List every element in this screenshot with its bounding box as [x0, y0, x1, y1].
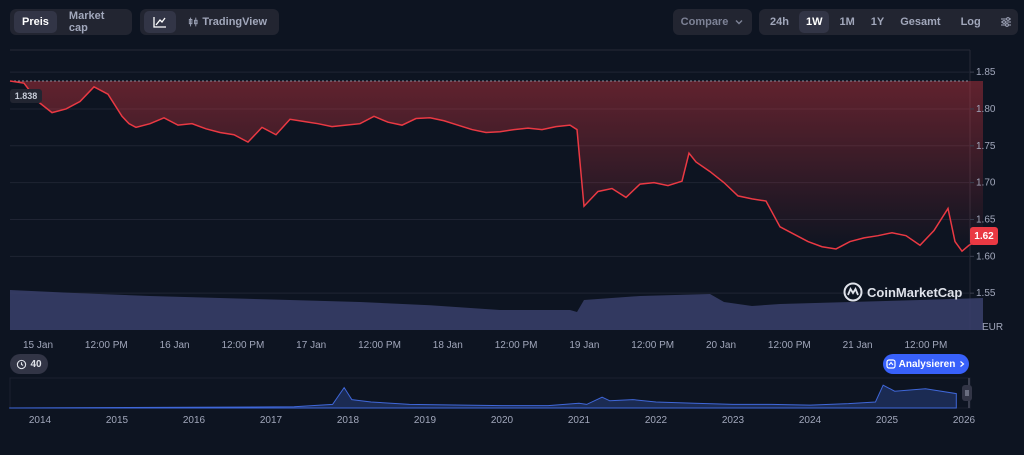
analyze-button[interactable]: Analysieren — [883, 354, 969, 374]
x-tick-label: 12:00 PM — [358, 340, 401, 351]
x-tick-label: 12:00 PM — [904, 340, 947, 351]
overview-x-tick-label: 2019 — [414, 415, 437, 426]
x-tick-label: 16 Jan — [160, 340, 190, 351]
x-tick-label: 12:00 PM — [221, 340, 264, 351]
x-tick-label: 18 Jan — [433, 340, 463, 351]
y-tick-label: 1.60 — [976, 251, 996, 262]
sliders-icon — [1000, 17, 1011, 27]
price-line — [9, 80, 983, 253]
overview-frame — [9, 377, 971, 409]
log-scale-toggle[interactable]: Log — [960, 16, 981, 28]
y-tick-label: 1.70 — [976, 178, 996, 189]
currency-label: EUR — [982, 322, 1003, 333]
watermark-text: CoinMarketCap — [867, 284, 963, 300]
chart-settings-button[interactable] — [995, 11, 1017, 33]
y-tick-label: 1.85 — [976, 67, 996, 78]
x-tick-label: 15 Jan — [23, 340, 53, 351]
y-axis: 1.55 1.60 1.65 1.70 1.75 1.80 1.85 — [970, 67, 996, 299]
overview-drag-handle[interactable] — [962, 385, 972, 401]
x-tick-label: 21 Jan — [843, 340, 873, 351]
x-tick-label: 19 Jan — [569, 340, 599, 351]
overview-x-tick-label: 2024 — [799, 415, 822, 426]
tab-price[interactable]: Preis — [14, 11, 57, 33]
overview-x-tick-label: 2018 — [337, 415, 360, 426]
candlestick-icon — [188, 17, 198, 27]
tradingview-button[interactable]: TradingView — [180, 11, 275, 33]
x-tick-label: 12:00 PM — [631, 340, 674, 351]
y-tick-label: 1.80 — [976, 104, 996, 115]
range-1m[interactable]: 1M — [839, 16, 855, 28]
overview-x-tick-label: 2016 — [183, 415, 206, 426]
overview-x-axis: 2014 2015 2016 2017 2018 2019 2020 2021 2022 2023… — [29, 415, 976, 426]
compare-dropdown[interactable]: Compare — [673, 9, 752, 35]
x-tick-label: 17 Jan — [296, 340, 326, 351]
y-tick-label: 1.75 — [976, 141, 996, 152]
overview-area — [9, 384, 957, 409]
history-button[interactable]: 40 — [10, 354, 48, 374]
price-chart[interactable]: 1.55 1.60 1.65 1.70 1.75 1.80 1.85 15 Jan 12:00… — [0, 45, 1024, 455]
volume-area — [10, 290, 983, 330]
line-chart-icon — [153, 17, 166, 28]
overview-x-tick-label: 2022 — [645, 415, 668, 426]
overview-x-tick-label: 2014 — [29, 415, 52, 426]
sparkle-icon — [886, 359, 896, 369]
overview-x-tick-label: 2023 — [722, 415, 745, 426]
overview-chart[interactable] — [9, 377, 971, 409]
overview-x-tick-label: 2025 — [876, 415, 899, 426]
overview-x-tick-label: 2015 — [106, 415, 129, 426]
chevron-down-icon — [735, 20, 743, 25]
compare-label: Compare — [680, 16, 729, 28]
grip-icon — [965, 390, 969, 396]
watermark: CoinMarketCap — [843, 282, 962, 302]
tradingview-label: TradingView — [202, 16, 267, 28]
x-tick-label: 12:00 PM — [85, 340, 128, 351]
y-tick-label: 1.55 — [976, 288, 996, 299]
open-price-badge: 1.838 — [10, 89, 42, 103]
current-price-badge: 1.62 — [970, 227, 998, 245]
chart-type-toggle: Preis Market cap — [10, 9, 132, 35]
range-1w[interactable]: 1W — [798, 11, 830, 33]
chevron-right-icon — [960, 361, 965, 367]
y-tick-label: 1.65 — [976, 214, 996, 225]
range-24h[interactable]: 24h — [770, 16, 789, 28]
analyze-label: Analysieren — [898, 358, 956, 370]
line-chart-button[interactable] — [144, 11, 176, 33]
range-1y[interactable]: 1Y — [870, 16, 885, 28]
price-area-fill — [10, 80, 983, 252]
range-all[interactable]: Gesamt — [900, 16, 941, 28]
history-icon — [17, 359, 27, 369]
range-selector: 24h 1W 1M 1Y Gesamt Log — [759, 9, 1018, 35]
volume-bars — [10, 290, 983, 330]
tab-market-cap[interactable]: Market cap — [68, 10, 105, 34]
history-count: 40 — [30, 358, 42, 370]
overview-x-tick-label: 2026 — [953, 415, 976, 426]
x-tick-label: 20 Jan — [706, 340, 736, 351]
overview-x-tick-label: 2020 — [491, 415, 514, 426]
overview-x-tick-label: 2017 — [260, 415, 283, 426]
x-tick-label: 12:00 PM — [768, 340, 811, 351]
x-axis: 15 Jan 12:00 PM 16 Jan 12:00 PM 17 Jan 12:00 … — [23, 340, 947, 351]
chart-style-toggle: TradingView — [140, 9, 279, 35]
coinmarketcap-logo-icon — [843, 282, 863, 302]
x-tick-label: 12:00 PM — [495, 340, 538, 351]
overview-x-tick-label: 2021 — [568, 415, 591, 426]
